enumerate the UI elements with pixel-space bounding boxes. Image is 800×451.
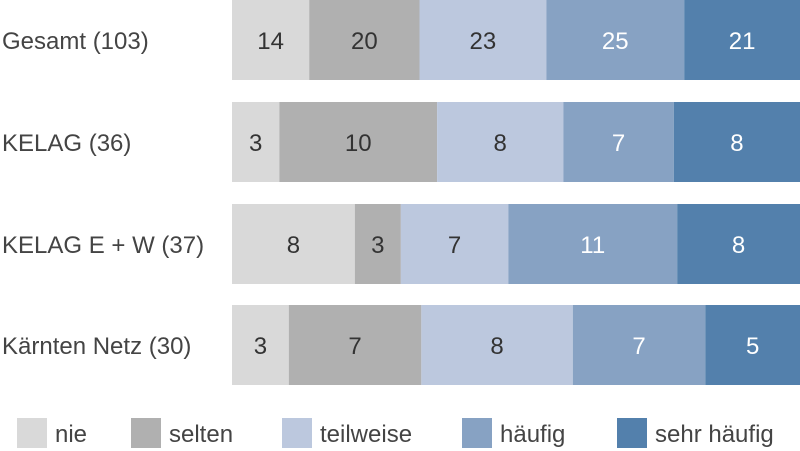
data-label: 10 xyxy=(345,130,372,157)
category-label: KELAG E + W (37) xyxy=(2,232,204,259)
bar-segment xyxy=(437,102,564,182)
category-label: KELAG (36) xyxy=(2,130,131,157)
bar-segment xyxy=(421,305,573,385)
data-label: 7 xyxy=(448,232,461,259)
data-label: 7 xyxy=(348,333,361,360)
data-label: 3 xyxy=(254,333,267,360)
bar-segment xyxy=(419,0,547,80)
legend-label: teilweise xyxy=(320,421,412,448)
bar-segment xyxy=(232,102,280,182)
bar-segment xyxy=(563,102,674,182)
legend-swatch xyxy=(462,418,492,448)
data-label: 8 xyxy=(287,232,300,259)
data-label: 25 xyxy=(602,28,629,55)
bar-segment xyxy=(232,0,310,80)
bar-segment xyxy=(354,204,401,284)
data-label: 8 xyxy=(490,333,503,360)
bar-segment xyxy=(288,305,422,385)
bar-segment xyxy=(546,0,685,80)
data-label: 14 xyxy=(257,28,284,55)
legend-label: nie xyxy=(55,421,87,448)
bar-segment xyxy=(508,204,678,284)
bar-segment xyxy=(309,0,420,80)
bar-segment xyxy=(400,204,509,284)
category-label: Kärnten Netz (30) xyxy=(2,333,191,360)
legend-swatch xyxy=(282,418,312,448)
data-label: 23 xyxy=(470,28,497,55)
data-label: 7 xyxy=(632,333,645,360)
legend-label: sehr häufig xyxy=(655,421,774,448)
bar-segment xyxy=(673,102,800,182)
bar-segment xyxy=(232,305,289,385)
data-label: 7 xyxy=(612,130,625,157)
data-label: 8 xyxy=(732,232,745,259)
bar-segment xyxy=(684,0,800,80)
legend-swatch xyxy=(17,418,47,448)
data-label: 3 xyxy=(371,232,384,259)
bars-layer: Gesamt (103) 14 20 23 25 21 KELAG (36) 3 10 8 7 8 KE… xyxy=(2,0,800,385)
data-label: 11 xyxy=(580,232,605,259)
data-label: 21 xyxy=(729,28,756,55)
data-label: 20 xyxy=(351,28,378,55)
bar-segment xyxy=(572,305,706,385)
legend-label: selten xyxy=(169,421,233,448)
data-label: 8 xyxy=(494,130,507,157)
legend-swatch xyxy=(617,418,647,448)
bar-segment xyxy=(279,102,438,182)
legend: nie selten teilweise häufig sehr häufig xyxy=(17,418,774,448)
data-label: 5 xyxy=(746,333,759,360)
data-label: 8 xyxy=(730,130,743,157)
legend-swatch xyxy=(131,418,161,448)
bar-segment xyxy=(705,305,800,385)
category-label: Gesamt (103) xyxy=(2,28,149,55)
bar-segment xyxy=(677,204,800,284)
bar-segment xyxy=(232,204,355,284)
data-label: 3 xyxy=(249,130,262,157)
legend-label: häufig xyxy=(500,421,565,448)
